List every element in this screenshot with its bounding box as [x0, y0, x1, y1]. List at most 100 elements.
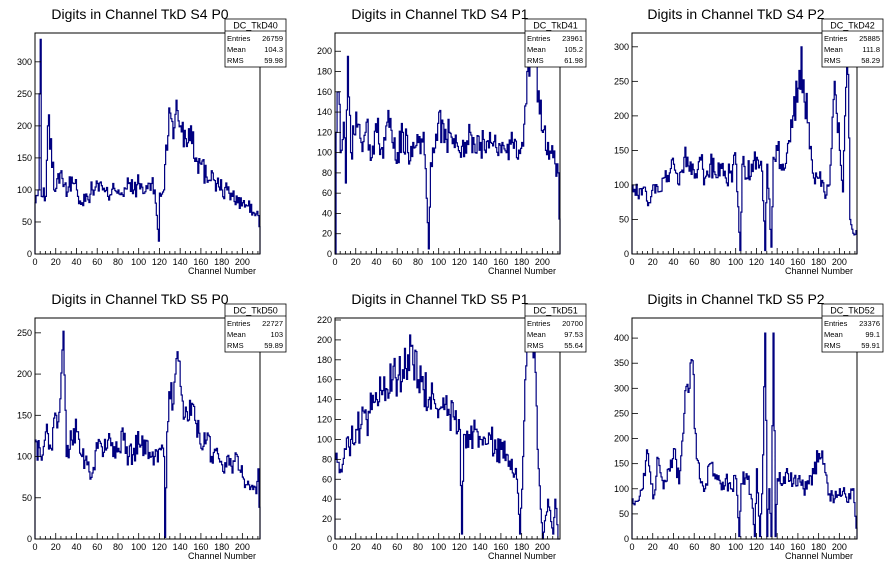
x-tick-label: 80: [413, 542, 423, 552]
y-tick-label: 220: [317, 315, 332, 325]
x-tick-label: 0: [32, 257, 37, 267]
x-tick-label: 180: [514, 257, 529, 267]
x-axis-label: Channel Number: [488, 551, 556, 561]
histogram-panel-5: Digits in Channel TkD S5 P2 0 20 40 60 80 100 1…: [614, 291, 884, 561]
y-tick-label: 40: [322, 494, 332, 504]
x-tick-label: 140: [770, 257, 785, 267]
stats-value-mean: 99.1: [865, 330, 880, 339]
stats-value-rms: 61.98: [564, 56, 583, 65]
stats-value-mean: 111.8: [862, 45, 880, 54]
x-tick-label: 80: [113, 542, 123, 552]
stats-value-entries: 22727: [262, 319, 283, 328]
stats-label-mean: Mean: [824, 45, 843, 54]
x-tick-label: 200: [235, 542, 250, 552]
y-tick-label: 160: [317, 87, 332, 97]
stats-histogram-name: DC_TkD52: [830, 306, 875, 316]
x-tick-label: 60: [92, 542, 102, 552]
x-tick-label: 120: [452, 542, 467, 552]
x-tick-label: 0: [629, 257, 634, 267]
x-tick-label: 20: [648, 257, 658, 267]
stats-label-entries: Entries: [227, 34, 251, 43]
x-tick-label: 80: [413, 257, 423, 267]
y-tick-label: 350: [614, 358, 629, 368]
y-tick-label: 300: [614, 42, 629, 52]
x-tick-label: 180: [214, 542, 229, 552]
x-tick-label: 60: [392, 542, 402, 552]
x-tick-label: 180: [811, 542, 826, 552]
y-tick-label: 0: [327, 249, 332, 259]
stats-label-mean: Mean: [527, 330, 546, 339]
x-axis-label: Channel Number: [188, 551, 256, 561]
x-axis-label: Channel Number: [785, 551, 853, 561]
stats-label-entries: Entries: [527, 34, 551, 43]
y-tick-label: 0: [624, 249, 629, 259]
chart-title: Digits in Channel TkD S4 P1: [351, 6, 528, 22]
x-tick-label: 180: [811, 257, 826, 267]
y-tick-label: 100: [17, 452, 32, 462]
y-tick-label: 50: [619, 214, 629, 224]
stats-box: DC_TkD52 Entries 23376 Mean 99.1 RMS 59.91: [821, 303, 884, 353]
x-tick-label: 100: [431, 542, 446, 552]
plot-frame: [334, 32, 561, 255]
stats-box-frame: [821, 18, 884, 68]
stats-value-mean: 105.2: [564, 45, 583, 54]
stats-label-rms: RMS: [227, 341, 244, 350]
stats-label-rms: RMS: [527, 341, 544, 350]
y-tick-label: 150: [614, 145, 629, 155]
x-tick-label: 200: [535, 257, 550, 267]
y-tick-label: 200: [17, 121, 32, 131]
x-tick-label: 180: [514, 542, 529, 552]
x-tick-label: 0: [332, 542, 337, 552]
x-tick-label: 100: [728, 542, 743, 552]
stats-histogram-name: DC_TkD42: [830, 21, 875, 31]
x-tick-label: 0: [32, 542, 37, 552]
stats-value-mean: 97.53: [564, 330, 583, 339]
x-tick-label: 40: [371, 542, 381, 552]
x-tick-label: 60: [92, 257, 102, 267]
histogram-series: [34, 330, 261, 539]
x-tick-label: 80: [710, 542, 720, 552]
chart-title: Digits in Channel TkD S5 P1: [351, 291, 528, 307]
y-tick-label: 250: [614, 408, 629, 418]
histogram-panel-2: Digits in Channel TkD S4 P2 0 20 40 60 80 100 1…: [614, 6, 884, 276]
x-tick-label: 20: [351, 257, 361, 267]
histogram-panel-1: Digits in Channel TkD S4 P1 0 20 40 60 80 100 1…: [317, 6, 587, 276]
y-tick-label: 60: [322, 474, 332, 484]
x-tick-label: 180: [214, 257, 229, 267]
y-tick-label: 80: [322, 168, 332, 178]
stats-value-entries: 26759: [262, 34, 283, 43]
stats-box-frame: [224, 18, 287, 68]
x-tick-label: 20: [648, 542, 658, 552]
histogram-series: [34, 38, 261, 254]
x-tick-label: 160: [790, 542, 805, 552]
x-tick-label: 200: [832, 542, 847, 552]
y-tick-label: 250: [17, 89, 32, 99]
x-tick-label: 200: [832, 257, 847, 267]
x-tick-label: 20: [351, 542, 361, 552]
x-tick-label: 40: [71, 542, 81, 552]
y-tick-label: 0: [624, 534, 629, 544]
x-tick-label: 100: [728, 257, 743, 267]
x-tick-label: 140: [473, 542, 488, 552]
y-tick-label: 120: [317, 415, 332, 425]
x-axis-label: Channel Number: [488, 266, 556, 276]
x-tick-label: 140: [473, 257, 488, 267]
chart-title: Digits in Channel TkD S4 P2: [647, 6, 824, 22]
stats-histogram-name: DC_TkD41: [533, 21, 578, 31]
y-tick-label: 200: [614, 434, 629, 444]
y-tick-label: 20: [322, 514, 332, 524]
stats-value-rms: 55.64: [564, 341, 583, 350]
x-tick-label: 0: [332, 257, 337, 267]
stats-value-rms: 59.89: [264, 341, 283, 350]
y-tick-label: 150: [614, 459, 629, 469]
histogram-series: [335, 32, 561, 255]
y-tick-label: 100: [614, 180, 629, 190]
y-tick-label: 160: [317, 375, 332, 385]
x-tick-label: 120: [152, 257, 167, 267]
y-tick-label: 40: [322, 208, 332, 218]
plot-frame: [34, 32, 261, 255]
y-tick-label: 60: [322, 188, 332, 198]
stats-box: DC_TkD41 Entries 23961 Mean 105.2 RMS 61.98: [524, 18, 587, 68]
y-tick-label: 200: [317, 335, 332, 345]
x-tick-label: 140: [173, 257, 188, 267]
